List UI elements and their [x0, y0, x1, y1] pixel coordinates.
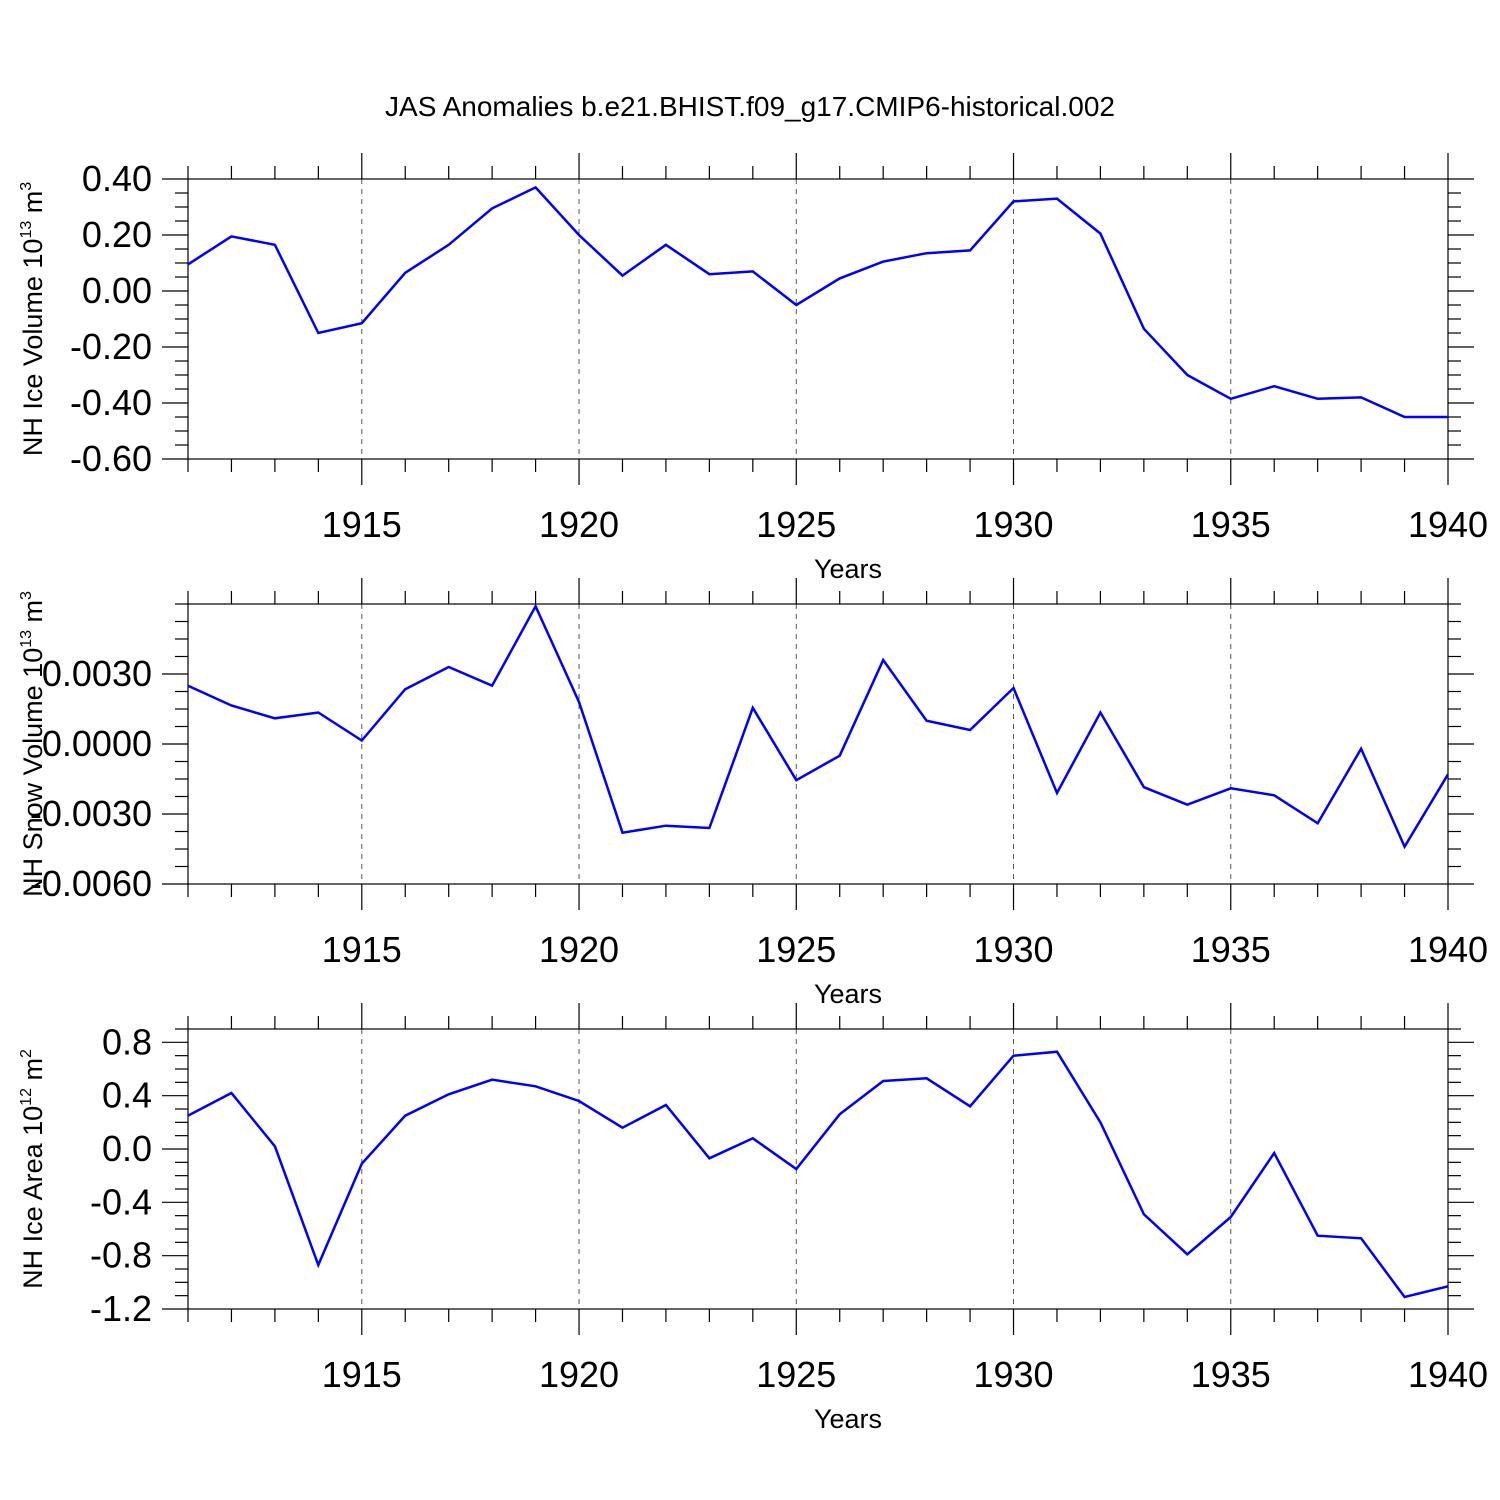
y-tick-label: -1.2: [90, 1288, 152, 1329]
panel-ice-area: 0.8 0.4 0.0 -0.4 -0.8 -1.2 1915 1920 1925 1930 193…: [18, 1003, 1488, 1434]
x-tick-label-1920: 1920: [539, 929, 619, 970]
x-tick-label-1935: 1935: [1191, 1354, 1271, 1395]
panel-snow-volume: 0.0030 0.0000 -0.0030 -0.0060 1915 1920 1925 19…: [18, 578, 1488, 1009]
y-tick-label: 0.00: [82, 270, 152, 311]
y-tick-label: 0.0: [102, 1128, 152, 1169]
x-tick-label-1940: 1940: [1408, 1354, 1488, 1395]
y-tick-label: 0.40: [82, 158, 152, 199]
x-tick-label-1930: 1930: [973, 929, 1053, 970]
series-line-snow-volume: [188, 604, 1448, 850]
series-line-ice-area: [188, 1050, 1448, 1299]
y-axis-label: NH Ice Volume 1013 m3: [18, 182, 48, 456]
y-tick-label: -0.4: [90, 1181, 152, 1222]
series-line-ice-volume: [188, 185, 1448, 419]
y-tick-label: -0.8: [90, 1235, 152, 1276]
plot-frame: [187, 178, 1449, 460]
x-tick-label-1935: 1935: [1191, 929, 1271, 970]
x-tick-label-1925: 1925: [756, 929, 836, 970]
x-axis-label: Years: [814, 1404, 882, 1434]
x-tick-label-1915: 1915: [322, 1354, 402, 1395]
x-tick-label-1930: 1930: [973, 504, 1053, 545]
x-tick-label-1915: 1915: [322, 504, 402, 545]
y-tick-label: -0.0030: [30, 793, 152, 834]
y-tick-label: 0.0030: [42, 653, 152, 694]
y-tick-label: -0.20: [70, 326, 152, 367]
panel-ice-volume: 0.40 0.20 0.00 -0.20 -0.40 -0.60 1915 1920 1925 1…: [18, 153, 1488, 584]
y-axis-label: NH Ice Area 1012 m2: [18, 1049, 48, 1289]
y-tick-label: 0.20: [82, 214, 152, 255]
x-tick-label-1940: 1940: [1408, 929, 1488, 970]
x-tick-label-1940: 1940: [1408, 504, 1488, 545]
x-tick-label-1920: 1920: [539, 504, 619, 545]
x-tick-label-1925: 1925: [756, 1354, 836, 1395]
x-tick-label-1915: 1915: [322, 929, 402, 970]
x-tick-label-1925: 1925: [756, 504, 836, 545]
plot-frame: [187, 1028, 1449, 1310]
y-tick-label: 0.0000: [42, 723, 152, 764]
y-tick-label: -0.40: [70, 382, 152, 423]
y-tick-label: 0.8: [102, 1021, 152, 1062]
y-tick-label: 0.4: [102, 1075, 152, 1116]
x-tick-label-1935: 1935: [1191, 504, 1271, 545]
x-tick-label-1930: 1930: [973, 1354, 1053, 1395]
x-axis-label: Years: [814, 554, 882, 584]
y-tick-label: -0.60: [70, 438, 152, 479]
plot-frame: [187, 603, 1449, 885]
x-axis-label: Years: [814, 979, 882, 1009]
y-axis-label: NH Snow Volume 1013 m3: [18, 591, 48, 897]
figure-title: JAS Anomalies b.e21.BHIST.f09_g17.CMIP6-…: [385, 91, 1115, 122]
x-tick-label-1920: 1920: [539, 1354, 619, 1395]
y-tick-label: -0.0060: [30, 863, 152, 904]
